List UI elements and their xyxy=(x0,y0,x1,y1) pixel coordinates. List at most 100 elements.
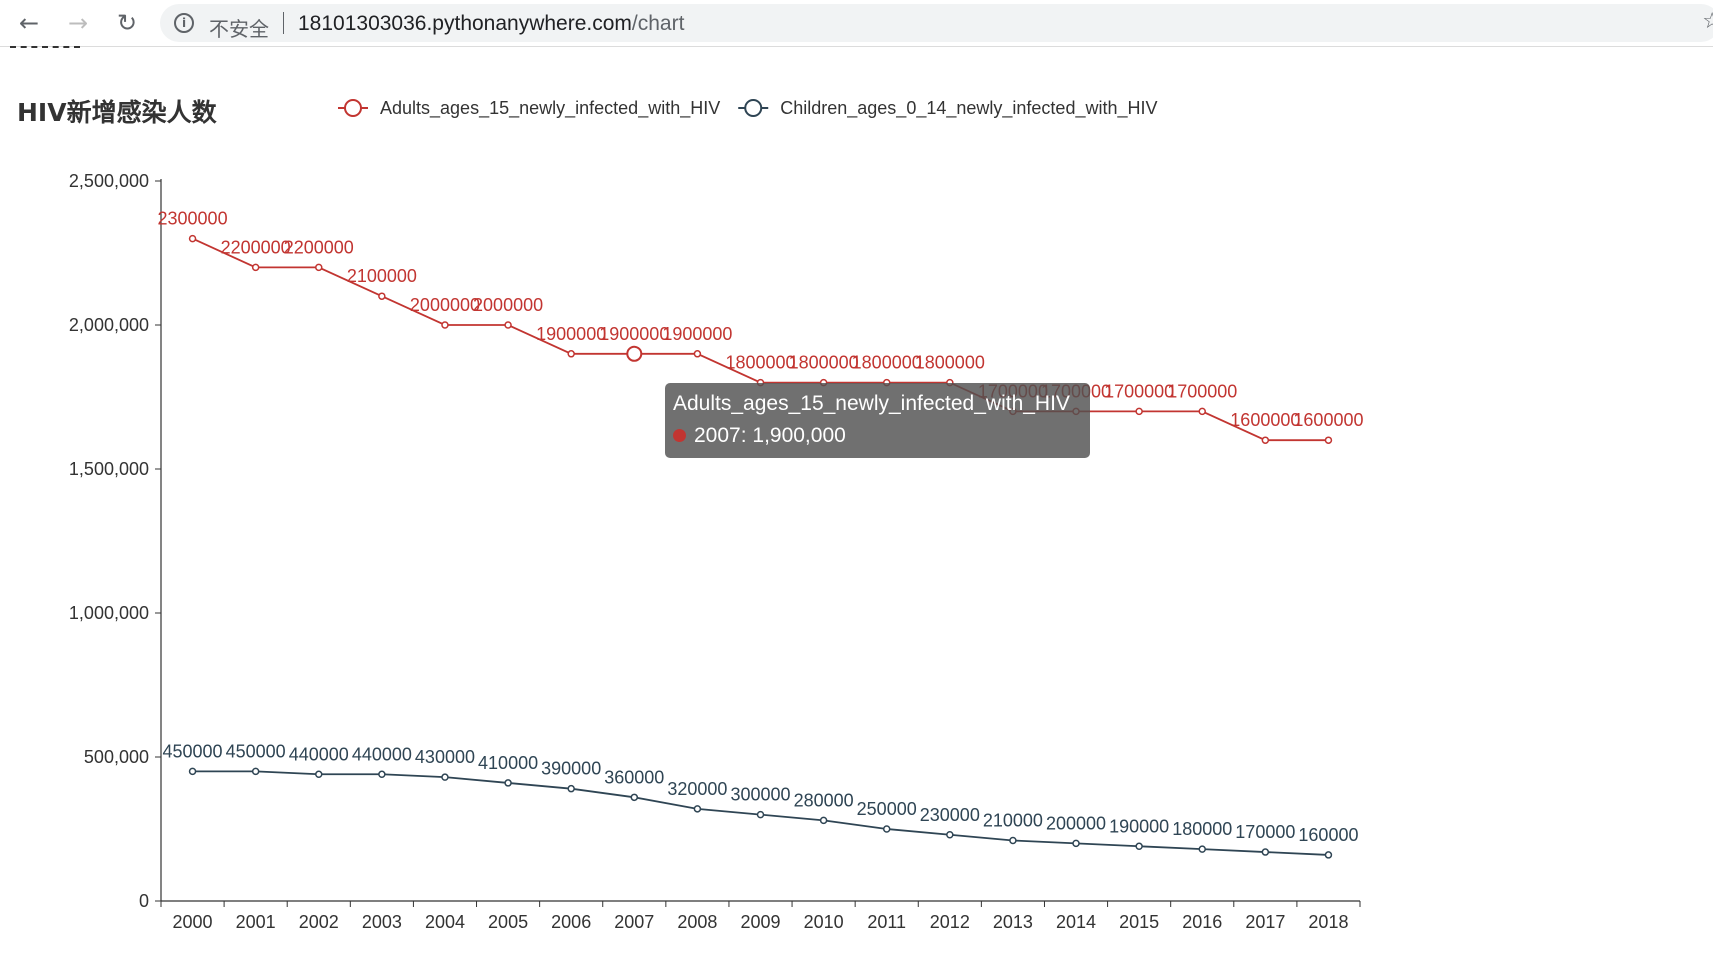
data-label: 2200000 xyxy=(284,237,354,257)
y-tick-label: 1,500,000 xyxy=(69,459,149,479)
bookmark-star-icon[interactable]: ☆ xyxy=(1702,9,1713,34)
clipped-content-edge xyxy=(10,46,80,52)
tooltip-row: 2007: 1,900,000 xyxy=(673,424,846,448)
data-label: 1900000 xyxy=(662,324,732,344)
y-tick-label: 0 xyxy=(139,891,149,911)
url-host: 18101303036.pythonanywhere.com xyxy=(298,12,632,35)
info-icon[interactable]: i xyxy=(174,13,194,33)
data-label: 1600000 xyxy=(1293,410,1363,430)
data-point xyxy=(1324,851,1333,859)
x-tick-label: 2014 xyxy=(1056,912,1096,932)
x-tick-label: 2017 xyxy=(1245,912,1285,932)
y-tick-label: 2,000,000 xyxy=(69,315,149,335)
x-tick-label: 2006 xyxy=(551,912,591,932)
x-tick-label: 2013 xyxy=(993,912,1033,932)
data-label: 390000 xyxy=(541,759,601,779)
data-point xyxy=(946,831,954,839)
data-point xyxy=(1072,839,1080,848)
legend-marker xyxy=(744,99,763,117)
data-label: 410000 xyxy=(478,753,538,773)
x-tick-label: 2011 xyxy=(867,912,906,932)
tooltip-value: 2007: 1,900,000 xyxy=(694,424,846,447)
data-label: 450000 xyxy=(226,741,286,761)
forward-arrow-icon[interactable]: → xyxy=(67,9,89,37)
data-point xyxy=(504,779,512,787)
y-tick-label: 2,500,000 xyxy=(69,171,149,191)
data-label: 1800000 xyxy=(725,353,795,373)
data-point xyxy=(626,345,643,362)
data-label: 1700000 xyxy=(1104,381,1174,401)
data-label: 450000 xyxy=(163,741,223,761)
data-label: 1900000 xyxy=(536,324,606,344)
x-tick-label: 2003 xyxy=(362,912,402,932)
data-point xyxy=(1261,848,1270,856)
legend-marker xyxy=(344,99,362,117)
data-point xyxy=(693,805,702,813)
x-tick-label: 2009 xyxy=(740,912,780,932)
data-label: 200000 xyxy=(1046,813,1106,833)
x-tick-label: 2001 xyxy=(236,912,276,932)
data-point xyxy=(882,825,891,833)
data-point xyxy=(1135,407,1143,416)
x-tick-label: 2007 xyxy=(614,912,654,932)
legend-label: Adults_ages_15_newly_infected_with_HIV xyxy=(380,98,720,119)
data-point xyxy=(756,810,765,819)
x-tick-label: 2008 xyxy=(677,912,717,932)
data-label: 2000000 xyxy=(410,295,480,315)
data-point xyxy=(378,292,386,300)
data-point xyxy=(441,321,449,329)
x-tick-label: 2012 xyxy=(930,912,970,932)
legend-label: Children_ages_0_14_newly_infected_with_H… xyxy=(780,98,1157,119)
data-point xyxy=(251,767,260,776)
data-label: 320000 xyxy=(667,779,727,799)
tooltip-color-dot xyxy=(673,429,686,442)
x-tick-label: 2018 xyxy=(1308,912,1348,932)
url-text[interactable]: 18101303036.pythonanywhere.com/chart xyxy=(298,12,684,36)
data-label: 1800000 xyxy=(915,353,985,373)
data-label: 230000 xyxy=(920,805,980,825)
x-tick-label: 2005 xyxy=(488,912,528,932)
data-label: 160000 xyxy=(1298,825,1358,845)
data-point xyxy=(1261,436,1270,444)
data-point xyxy=(1135,842,1143,851)
data-label: 2300000 xyxy=(158,209,228,229)
data-label: 440000 xyxy=(352,744,412,764)
security-label: 不安全 xyxy=(209,17,269,41)
y-tick-label: 1,000,000 xyxy=(69,603,149,623)
data-label: 280000 xyxy=(794,790,854,810)
x-tick-label: 2016 xyxy=(1182,912,1222,932)
data-label: 250000 xyxy=(857,799,917,819)
data-point xyxy=(504,321,512,329)
data-label: 440000 xyxy=(289,744,349,764)
data-label: 430000 xyxy=(415,747,475,767)
x-tick-label: 2015 xyxy=(1119,912,1159,932)
data-label: 1800000 xyxy=(789,353,859,373)
data-point xyxy=(1198,407,1206,416)
x-tick-label: 2002 xyxy=(299,912,339,932)
data-label: 1600000 xyxy=(1230,410,1300,430)
y-tick-label: 500,000 xyxy=(84,747,149,767)
x-tick-label: 2004 xyxy=(425,912,465,932)
tooltip-series-name: Adults_ages_15_newly_infected_with_HIV xyxy=(673,392,1070,415)
reload-icon[interactable]: ↻ xyxy=(116,9,138,37)
data-label: 2000000 xyxy=(473,295,543,315)
data-point xyxy=(1009,836,1017,845)
back-arrow-icon[interactable]: ← xyxy=(18,9,40,37)
data-point xyxy=(378,770,386,779)
data-point xyxy=(693,350,702,358)
data-point xyxy=(441,773,449,781)
address-bar[interactable]: i 不安全 18101303036.pythonanywhere.com/cha… xyxy=(160,4,1713,42)
data-point xyxy=(567,350,575,358)
data-label: 210000 xyxy=(983,811,1043,831)
data-label: 1700000 xyxy=(1167,381,1237,401)
data-label: 180000 xyxy=(1172,819,1232,839)
data-point xyxy=(188,234,197,243)
data-point xyxy=(567,784,575,793)
data-point xyxy=(1324,436,1333,444)
data-point xyxy=(1198,845,1206,853)
data-label: 300000 xyxy=(730,785,790,805)
data-point xyxy=(630,793,639,802)
data-label: 2100000 xyxy=(347,266,417,286)
data-point xyxy=(315,770,323,779)
